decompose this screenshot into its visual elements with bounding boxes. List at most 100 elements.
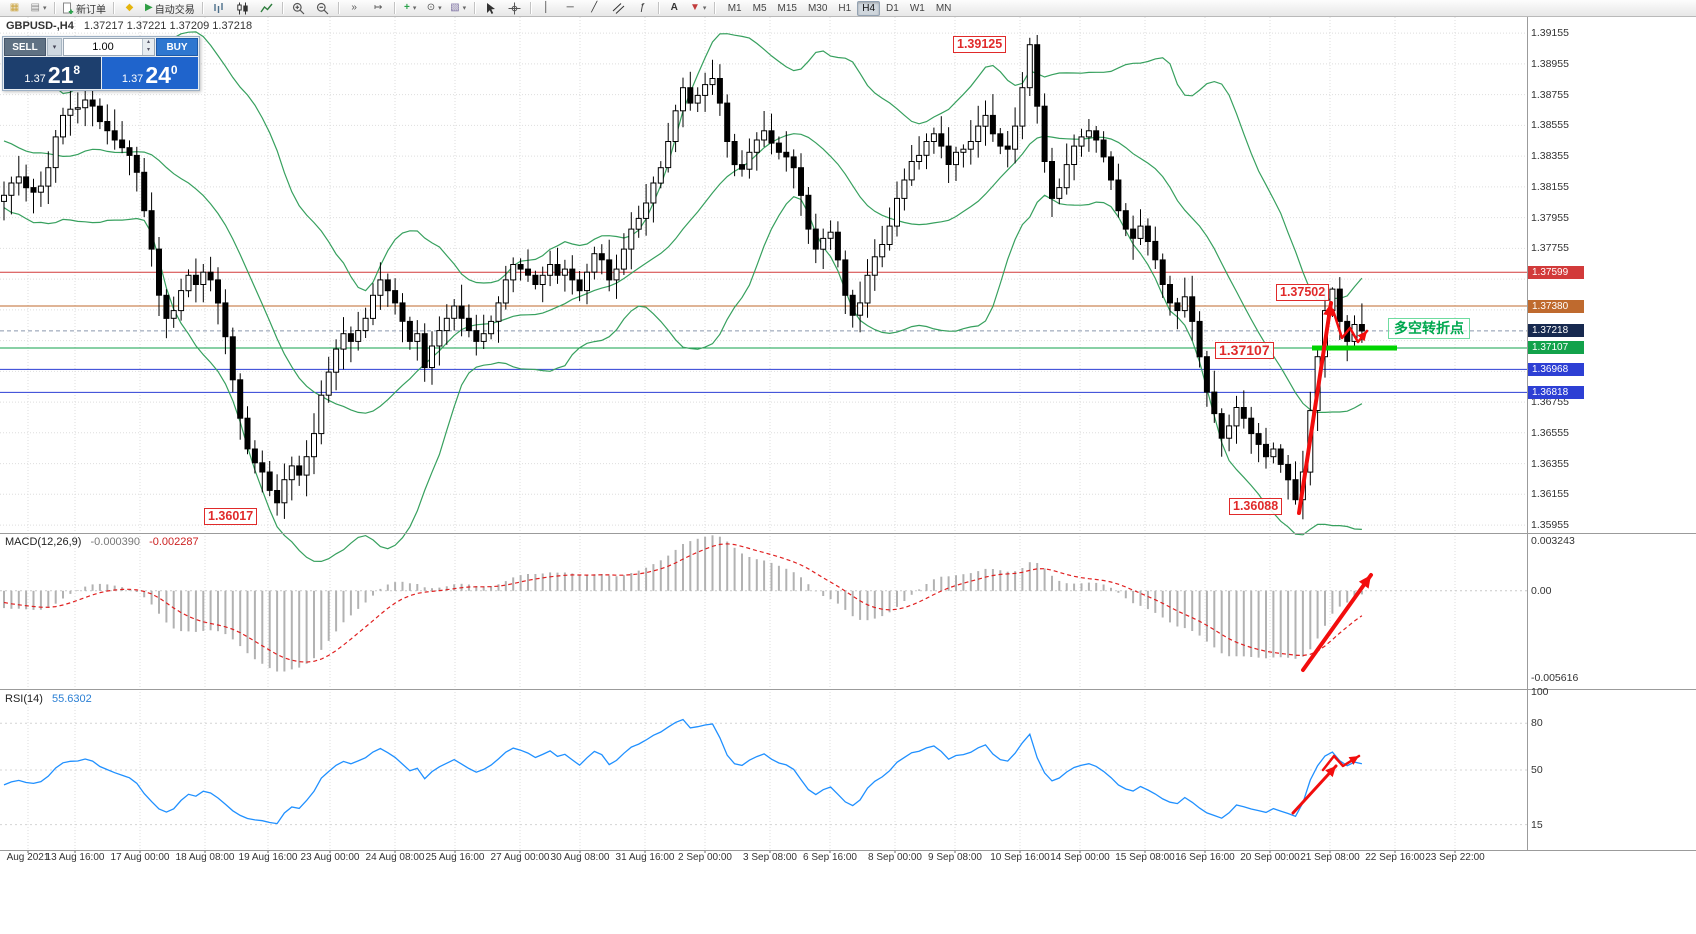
profiles-icon: ▤ (30, 2, 40, 13)
symbol-header: GBPUSD-,H4 1.37217 1.37221 1.37209 1.3721… (6, 20, 252, 32)
timeframe-d1-button[interactable]: D1 (886, 2, 899, 14)
crosshair-icon (508, 2, 521, 14)
auto-scroll-icon: » (351, 2, 357, 13)
toolbar-separator (201, 2, 203, 14)
templates-button[interactable]: ▧ ▾ (447, 0, 470, 17)
fibonacci-icon: ƒ (639, 2, 645, 13)
text-label-button[interactable]: A (663, 0, 686, 17)
new-chart-icon: ▦ (9, 2, 20, 13)
toolbar-separator (281, 2, 283, 14)
chart-shift-button[interactable]: ↦ (367, 0, 390, 17)
trendline-button[interactable]: ╱ (583, 0, 606, 17)
template-icon: ▧ (450, 2, 460, 13)
profiles-button[interactable]: ▤ ▾ (27, 0, 50, 17)
horizontal-line-icon: ─ (566, 2, 574, 13)
toolbar-separator (54, 2, 55, 14)
order-type-dropdown[interactable]: ▾ (47, 38, 62, 56)
candlestick-chart-button[interactable] (231, 0, 254, 17)
buy-price-pip: 0 (170, 63, 178, 77)
timeframe-w1-button[interactable]: W1 (909, 2, 925, 14)
toolbar-separator (113, 2, 114, 14)
cursor-icon (487, 2, 496, 14)
toolbar-separator (337, 2, 339, 14)
auto-scroll-button[interactable]: » (343, 0, 366, 17)
cursor-button[interactable] (479, 0, 502, 17)
timeframe-h4-button[interactable]: H4 (857, 0, 881, 16)
macd-header: MACD(12,26,9) -0.000390 -0.002287 (5, 536, 199, 548)
timeframe-m1-button[interactable]: M1 (727, 2, 742, 14)
timeframe-m30-button[interactable]: M30 (807, 2, 828, 14)
channel-button[interactable] (607, 0, 630, 17)
symbol-ohlc: 1.37217 1.37221 1.37209 1.37218 (83, 20, 253, 32)
timeframe-mn-button[interactable]: MN (935, 2, 952, 14)
trend-arrow-macd (1301, 573, 1373, 672)
autotrading-button[interactable]: ▶ 自动交易 (142, 0, 198, 17)
volume-input[interactable] (64, 39, 142, 55)
clock-icon: ⊙ (426, 2, 436, 13)
new-chart-button[interactable]: ▦ (3, 0, 26, 17)
buy-price-main: 24 (145, 62, 171, 88)
timeframe-m15-button[interactable]: M15 (777, 2, 797, 14)
add-indicator-icon: + (404, 2, 410, 13)
toolbar-separator (393, 2, 395, 14)
text-icon: A (670, 2, 678, 13)
indicators-button[interactable]: + ▾ (399, 0, 422, 17)
macd-label: MACD(12,26,9) (5, 536, 82, 548)
macd-main-value: -0.000390 (90, 536, 141, 548)
crosshair-button[interactable] (503, 0, 526, 17)
arrow-tool-icon: ▼ (689, 2, 700, 13)
rsi-label: RSI(14) (5, 693, 43, 705)
rsi-value: 55.6302 (51, 693, 92, 705)
bar-chart-button[interactable] (207, 0, 230, 17)
periods-button[interactable]: ⊙ ▾ (423, 0, 446, 17)
toolbar: ▦ ▤ ▾ 新订单 ◆ ▶ 自动交易 » ↦ + ▾ ⊙ ▾ ▧ ▾ │ ─ ╱ ƒ A … (0, 0, 1696, 17)
timeframe-m5-button[interactable]: M5 (752, 2, 767, 14)
chevron-down-icon: ▾ (438, 5, 442, 12)
autotrading-label: 自动交易 (154, 4, 195, 16)
zoom-in-button[interactable] (287, 0, 310, 17)
horizontal-line-button[interactable]: ─ (559, 0, 582, 17)
toolbar-separator (657, 2, 659, 14)
timeframe-group: M1 M5 M15 M30 H1 H4 D1 W1 MN (723, 0, 957, 16)
toolbar-separator (473, 2, 475, 14)
metaeditor-button[interactable]: ◆ (118, 0, 141, 17)
vertical-line-icon: │ (543, 2, 550, 13)
trend-arrow-main (1297, 301, 1333, 515)
chevron-down-icon: ▾ (702, 5, 707, 12)
new-order-label: 新订单 (76, 4, 106, 16)
buy-price-button[interactable]: 1.37 24 0 (101, 57, 198, 89)
toolbar-separator (713, 2, 715, 14)
channel-icon (612, 2, 625, 14)
sell-price-button[interactable]: 1.37 21 8 (4, 57, 101, 89)
zoom-out-icon (316, 2, 329, 14)
vertical-line-button[interactable]: │ (535, 0, 558, 17)
volume-decrease-button[interactable]: ▾ (143, 47, 154, 55)
trendline-icon: ╱ (591, 2, 598, 13)
candlestick-chart-icon (237, 2, 248, 14)
line-chart-button[interactable] (255, 0, 278, 17)
line-chart-icon (260, 3, 273, 12)
arrows-tool-button[interactable]: ▼ ▾ (687, 0, 710, 17)
sell-price-main: 21 (47, 62, 74, 88)
play-icon: ▶ (145, 2, 153, 13)
sell-button[interactable]: SELL (4, 38, 46, 56)
new-order-button[interactable]: 新订单 (59, 0, 109, 17)
zoom-in-icon (292, 2, 305, 14)
volume-increase-button[interactable]: ▴ (143, 39, 154, 47)
symbol-name: GBPUSD-,H4 (6, 20, 74, 32)
timeframe-h1-button[interactable]: H1 (838, 2, 852, 14)
metaeditor-icon: ◆ (125, 2, 134, 13)
chevron-down-icon: ▾ (412, 5, 417, 12)
volume-field: ▴ ▾ (63, 38, 155, 56)
buy-price-prefix: 1.37 (121, 73, 144, 85)
zoom-out-button[interactable] (311, 0, 334, 17)
sell-price-pip: 8 (73, 63, 81, 77)
buy-button[interactable]: BUY (156, 38, 198, 56)
volume-stepper: ▴ ▾ (142, 39, 154, 55)
zigzag-arrow-main (1331, 308, 1369, 344)
fibonacci-button[interactable]: ƒ (631, 0, 654, 17)
new-order-icon (63, 2, 74, 14)
chart-shift-icon: ↦ (374, 2, 383, 13)
chevron-down-icon: ▾ (42, 5, 47, 12)
